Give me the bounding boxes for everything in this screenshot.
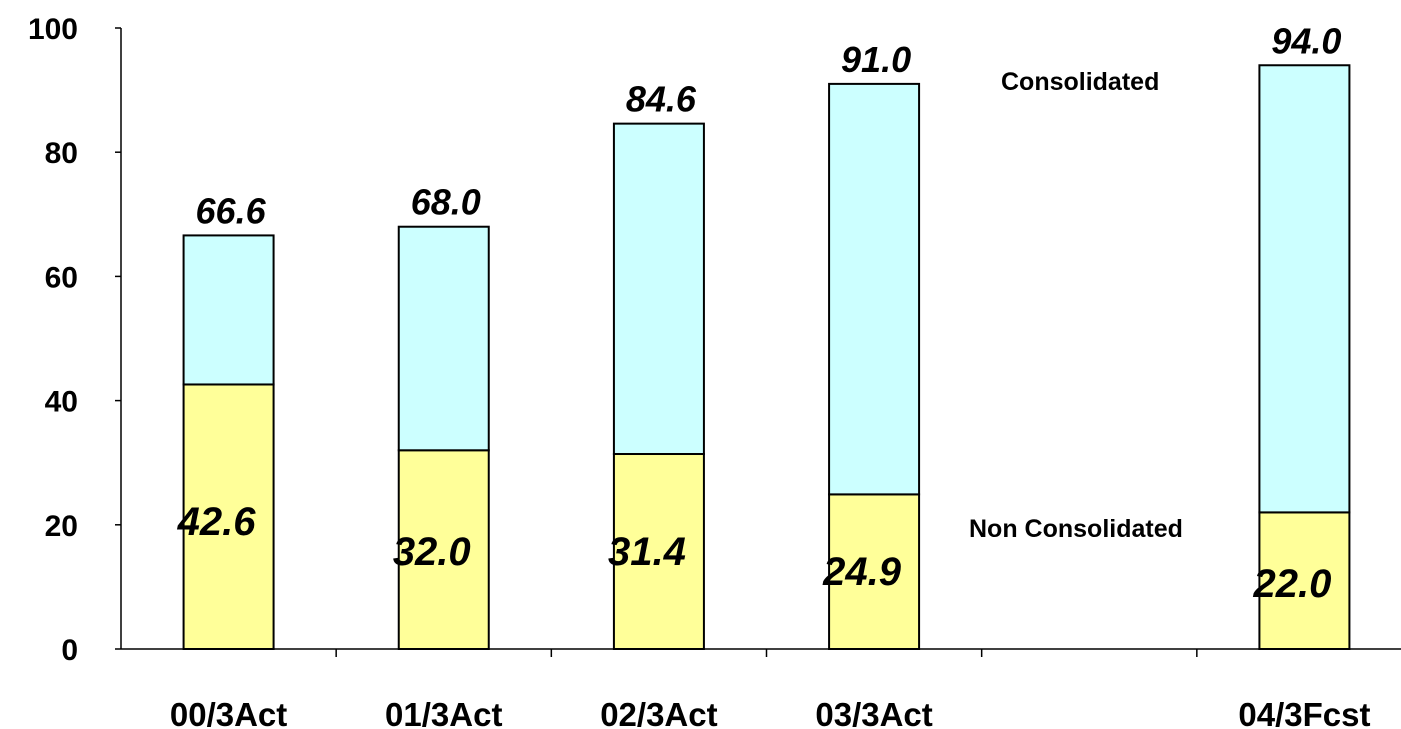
y-tick-label: 40 — [45, 386, 78, 419]
value-label-non-consolidated: 32.0 — [393, 530, 471, 574]
x-tick-label: 04/3Fcst — [1238, 696, 1370, 729]
y-tick-label: 20 — [45, 510, 78, 543]
x-tick-label: 00/3Act — [170, 696, 287, 729]
legend-label-non-consolidated: Non Consolidated — [969, 515, 1183, 543]
x-tick-label: 03/3Act — [815, 696, 932, 729]
bar-non-consolidated — [828, 493, 921, 650]
value-label-total: 66.6 — [196, 190, 267, 231]
bar-consolidated — [397, 225, 490, 452]
y-tick-label: 100 — [28, 13, 78, 46]
bar-consolidated — [182, 234, 275, 386]
value-label-total: 84.6 — [626, 79, 697, 120]
x-tick-label: 01/3Act — [385, 696, 502, 729]
bar-non-consolidated — [1258, 511, 1351, 650]
value-label-total: 94.0 — [1271, 20, 1341, 61]
bar-consolidated — [1258, 64, 1351, 514]
value-label-non-consolidated: 24.9 — [822, 550, 902, 594]
value-label-total: 68.0 — [411, 182, 481, 223]
series-labels: Consolidated Non Consolidated — [969, 68, 1183, 543]
bar-non-consolidated — [612, 453, 705, 651]
bar-segments — [182, 64, 1351, 651]
chart-axes — [120, 28, 1401, 650]
value-label-non-consolidated: 42.6 — [177, 500, 257, 544]
value-label-total: 91.0 — [841, 39, 911, 80]
y-tick-label: 0 — [61, 634, 78, 667]
x-axis-ticks: 00/3Act 01/3Act 02/3Act 03/3Act 04/3Fcst — [170, 649, 1370, 729]
bar-consolidated — [828, 82, 921, 496]
value-label-non-consolidated: 31.4 — [608, 530, 686, 574]
legend-label-consolidated: Consolidated — [1001, 68, 1159, 96]
data-labels: 42.6 66.6 32.0 68.0 31.4 84.6 24.9 91.0 22.0 94.0 — [177, 20, 1342, 606]
bar-non-consolidated — [397, 449, 490, 650]
bar-non-consolidated — [182, 383, 275, 650]
x-tick-label: 02/3Act — [600, 696, 717, 729]
y-tick-label: 60 — [45, 261, 78, 294]
bar-consolidated — [612, 122, 705, 456]
y-tick-label: 80 — [45, 137, 78, 170]
value-label-non-consolidated: 22.0 — [1252, 562, 1331, 606]
y-axis-ticks: 0 20 40 60 80 100 — [28, 13, 121, 667]
